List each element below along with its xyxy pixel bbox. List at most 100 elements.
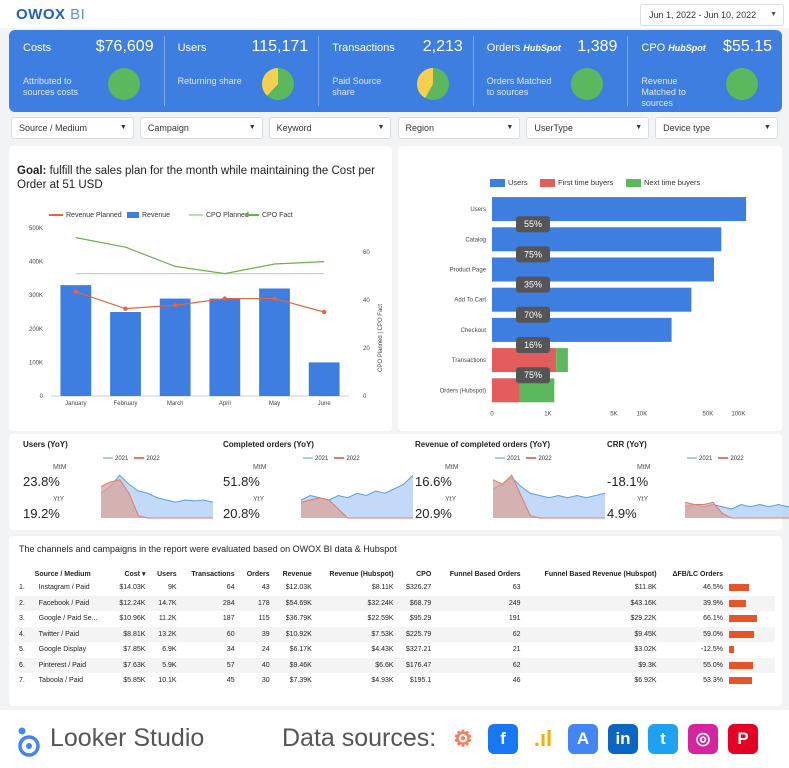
x-tick-label: April: [219, 401, 231, 407]
yoy-card[interactable]: Users (YoY) MtM 23.8% YtY 19.2% 2021 2022: [23, 440, 213, 528]
table-cell: 63: [512, 584, 521, 592]
revenue-planned-point: [272, 296, 277, 301]
column-header[interactable]: Funnel Based Orders: [449, 571, 521, 578]
funnel-step-label: Users: [470, 207, 486, 213]
table-cell: 43: [261, 584, 270, 592]
conversion-badge: 75%: [516, 367, 550, 384]
kpi-card[interactable]: Costs $76,609 Attributed to sources costs: [9, 30, 164, 112]
kpi-label: CPO HubSpot: [641, 42, 705, 54]
column-header[interactable]: [15, 562, 31, 580]
conversion-badge: 16%: [516, 337, 550, 353]
yty-label: YtY: [53, 496, 65, 503]
filter-dropdown[interactable]: Source / Medium ▼: [11, 117, 134, 139]
column-header[interactable]: [727, 562, 775, 580]
revenue-bar[interactable]: [60, 285, 92, 396]
delta-bar: [729, 646, 735, 653]
instagram-icon: ◎: [688, 724, 718, 754]
kpi-card[interactable]: Transactions 2,213 Paid Source share: [318, 30, 473, 112]
owox-logo[interactable]: OWOX BI: [16, 6, 85, 23]
yty-label: YtY: [253, 496, 265, 503]
delta-bar-cell: [727, 626, 775, 642]
column-header[interactable]: Cost ▾: [124, 571, 146, 578]
column-header[interactable]: Funnel Based Revenue (Hubspot): [544, 571, 657, 578]
y2-axis-label: CPO Planned | CPO Fact: [378, 304, 384, 372]
column-header[interactable]: ΔFB/LC Orders: [672, 571, 723, 578]
kpi-label-text: Users: [177, 42, 207, 54]
table-row[interactable]: 4. Twitter / Paid $8.81K 13.2K 60 39 $10.92K $7…: [15, 626, 775, 642]
funnel-bar[interactable]: [492, 378, 520, 403]
kpi-subtitle: Returning share: [177, 76, 242, 86]
table-cell: $9.3K: [524, 657, 661, 673]
revenue-bar[interactable]: [209, 298, 241, 396]
column-header[interactable]: Source / Medium: [34, 571, 91, 578]
conversion-label: 75%: [524, 370, 542, 380]
channels-table: Source / Medium Cost ▾ Users Transactions Or…: [15, 562, 775, 689]
yoy-card[interactable]: Revenue of completed orders (YoY) MtM 16.6…: [415, 440, 605, 528]
table-cell: 6.9K: [162, 646, 177, 654]
hubspot-logo: HubSpot: [668, 43, 706, 53]
revenue-bar[interactable]: [110, 312, 141, 396]
table-cell: $10.96K: [119, 615, 146, 623]
table-row[interactable]: 7. Taboola / Paid $5.85K 10.1K 45 30 $7.39K $4.…: [15, 673, 775, 689]
filter-dropdown[interactable]: Region ▼: [397, 117, 521, 139]
column-header[interactable]: Orders: [246, 571, 270, 578]
yoy-card[interactable]: Completed orders (YoY) MtM 51.8% YtY 20.8% 20…: [223, 440, 413, 528]
table-row[interactable]: 5. Google Display $7.85K 6.9K 34 24 $6.17K $4.4…: [15, 642, 775, 658]
mtm-value: 16.6%: [415, 474, 452, 489]
legend-item: Revenue: [127, 212, 170, 219]
legend-item: Next time buyers: [626, 178, 700, 188]
data-sources-label: Data sources:: [282, 724, 437, 752]
legend-label: Revenue Planned: [66, 212, 122, 219]
table-cell: 284: [180, 595, 239, 611]
mtm-label: MtM: [637, 464, 651, 471]
pinterest-icon: P: [728, 724, 758, 754]
table-row[interactable]: 3. Google / Paid Se... $10.96K 11.2K 187 115 $…: [15, 611, 775, 627]
table-cell: $327.21: [405, 646, 432, 654]
kpi-card[interactable]: CPO HubSpot $55.15 Revenue Matched to sourc…: [627, 30, 782, 112]
delta-bar-cell: [727, 642, 775, 658]
column-header[interactable]: CPO: [416, 571, 432, 578]
table-cell: 249: [435, 595, 525, 611]
legend-label: CPO Planned: [206, 212, 249, 219]
table-row[interactable]: 1. Instagram / Paid $14.03K 9K 64 43 $12.03K $8…: [15, 580, 775, 596]
revenue-planned-point: [123, 306, 128, 311]
filter-dropdown[interactable]: Campaign ▼: [139, 117, 263, 139]
yoy-card[interactable]: CRR (YoY) MtM -18.1% YtY 4.9% 2021 2022: [607, 440, 789, 528]
funnel-bar[interactable]: [556, 348, 568, 373]
filter-dropdown[interactable]: Keyword ▼: [268, 117, 392, 139]
table-cell: 46: [512, 677, 521, 685]
kpi-card[interactable]: Orders HubSpot 1,389 Orders Matched to sour…: [472, 30, 628, 112]
table-row[interactable]: 2. Facebook / Paid $12.24K 14.7K 284 178 $54.6…: [15, 595, 775, 611]
mtm-label: MtM: [53, 464, 67, 471]
table-row[interactable]: 6. Pinterest / Paid $7.63K 5.9K 57 40 $9.46K $6…: [15, 657, 775, 673]
table-cell: 62: [435, 626, 525, 642]
column-header[interactable]: Revenue: [282, 571, 312, 578]
table-cell: $8.11K: [371, 584, 394, 592]
table-cell: 4.: [15, 626, 31, 642]
revenue-bar[interactable]: [159, 298, 191, 396]
filter-dropdown[interactable]: UserType ▼: [526, 117, 650, 139]
table-cell: 187: [222, 615, 235, 623]
column-header[interactable]: Transactions: [191, 571, 235, 578]
filter-label: Device type: [663, 123, 711, 133]
kpi-band: Costs $76,609 Attributed to sources costs U…: [9, 30, 782, 112]
date-range-value: Jun 1, 2022 - Jun 10, 2022: [649, 10, 757, 20]
revenue-bar[interactable]: [259, 288, 290, 396]
kpi-subtitle: Paid Source share: [332, 76, 382, 97]
kpi-card[interactable]: Users 115,171 Returning share: [163, 30, 319, 112]
funnel-step-label: Catalog: [465, 237, 486, 243]
table-cell: 5.9K: [149, 657, 181, 673]
column-header[interactable]: Users: [157, 571, 177, 578]
filter-dropdown[interactable]: Device type ▼: [655, 117, 778, 139]
yoy-title: CRR (YoY): [607, 440, 647, 449]
table-cell: $7.63K: [110, 657, 150, 673]
column-header[interactable]: Revenue (Hubspot): [329, 571, 394, 578]
legend-item: Revenue Planned: [49, 212, 122, 219]
legend-swatch: [540, 179, 555, 188]
legend-swatch: [189, 214, 203, 217]
revenue-bar[interactable]: [308, 362, 340, 396]
conversion-label: 70%: [524, 310, 542, 320]
date-range-picker[interactable]: Jun 1, 2022 - Jun 10, 2022 ▼: [640, 4, 784, 26]
legend-swatch: [490, 179, 505, 188]
table-cell: $3.02K: [634, 646, 657, 654]
